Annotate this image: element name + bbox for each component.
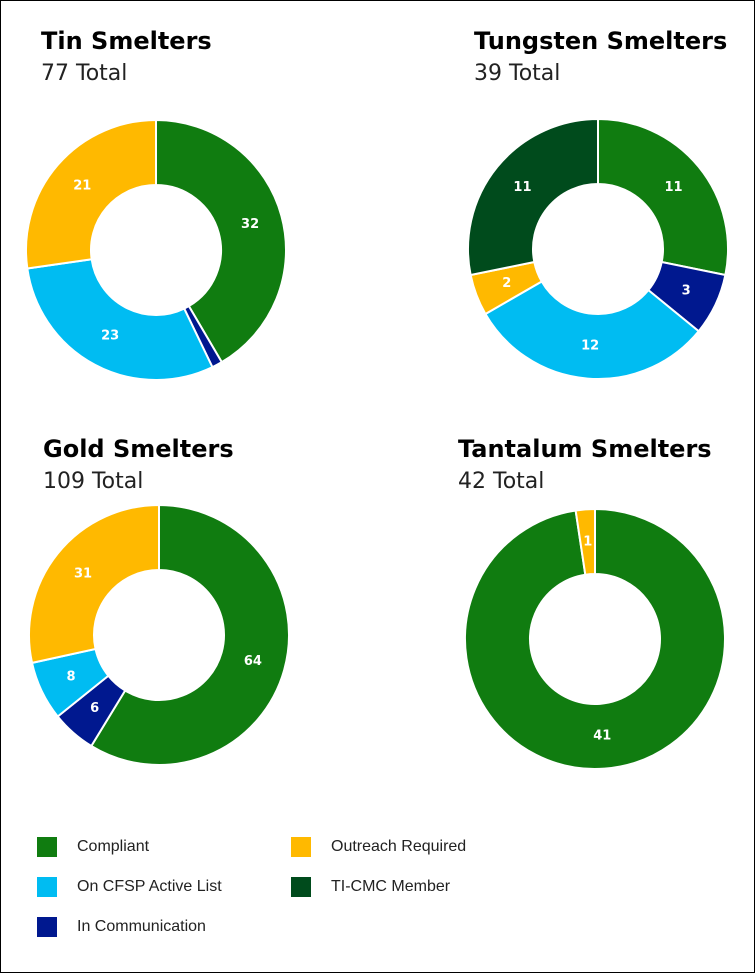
legend-label-ti-cmc-member: TI-CMC Member — [331, 878, 451, 895]
tungsten-chart-total: 39 Total — [474, 61, 561, 86]
donut-data-label-on-cfsp-active-list: 12 — [581, 339, 599, 354]
donut-slice-compliant — [89, 503, 290, 766]
donut-data-label-outreach-required: 2 — [502, 276, 511, 291]
tantalum-chart-total: 42 Total — [458, 469, 545, 494]
legend-swatch-on-cfsp-active-list — [37, 877, 57, 897]
donut-slice-outreach-required — [28, 503, 160, 665]
tin-donut-chart: 32 23 21 — [25, 118, 287, 381]
donut-data-label-in-communication: 6 — [90, 701, 99, 716]
donut-data-label-on-cfsp-active-list: 8 — [67, 670, 76, 685]
tungsten-chart-title: Tungsten Smelters — [474, 27, 728, 55]
donut-data-label-outreach-required: 1 — [583, 534, 592, 549]
legend-label-on-cfsp-active-list: On CFSP Active List — [77, 878, 222, 895]
tantalum-chart-title: Tantalum Smelters — [458, 435, 712, 463]
gold-chart-total: 109 Total — [43, 469, 144, 494]
legend-swatch-in-communication — [37, 917, 57, 937]
donut-slice-on-cfsp-active-list — [484, 280, 701, 380]
donut-slice-compliant — [464, 507, 726, 770]
tin-chart-total: 77 Total — [41, 61, 128, 86]
legend-swatch-ti-cmc-member — [291, 877, 311, 897]
tungsten-donut-chart: 11 3 12 2 11 — [467, 117, 729, 380]
donut-data-label-outreach-required: 31 — [74, 566, 92, 581]
gold-chart-title: Gold Smelters — [43, 435, 234, 463]
donut-data-label-outreach-required: 21 — [73, 179, 91, 194]
donut-slice-on-cfsp-active-list — [26, 258, 214, 381]
donut-data-label-compliant: 64 — [244, 654, 262, 669]
donut-slice-outreach-required — [25, 118, 157, 270]
legend-label-compliant: Compliant — [77, 838, 150, 855]
tantalum-donut-chart: 41 1 — [464, 507, 726, 770]
legend-swatch-outreach-required — [291, 837, 311, 857]
donut-slice-ti-cmc-member — [467, 117, 599, 277]
donut-data-label-on-cfsp-active-list: 23 — [101, 329, 119, 344]
donut-data-label-ti-cmc-member: 11 — [513, 180, 531, 195]
donut-slice-compliant — [155, 118, 287, 364]
donut-data-label-compliant: 32 — [241, 217, 259, 232]
donut-slice-outreach-required — [574, 507, 596, 576]
donut-slice-compliant — [597, 117, 729, 277]
tin-chart-title: Tin Smelters — [41, 27, 212, 55]
donut-data-label-in-communication: 3 — [682, 283, 691, 298]
legend-label-outreach-required: Outreach Required — [331, 838, 467, 855]
donut-data-label-compliant: 41 — [593, 729, 611, 744]
legend-swatch-compliant — [37, 837, 57, 857]
donut-data-label-compliant: 11 — [664, 180, 682, 195]
gold-donut-chart: 64 6 8 31 — [28, 503, 290, 766]
legend-label-in-communication: In Communication — [77, 918, 206, 935]
